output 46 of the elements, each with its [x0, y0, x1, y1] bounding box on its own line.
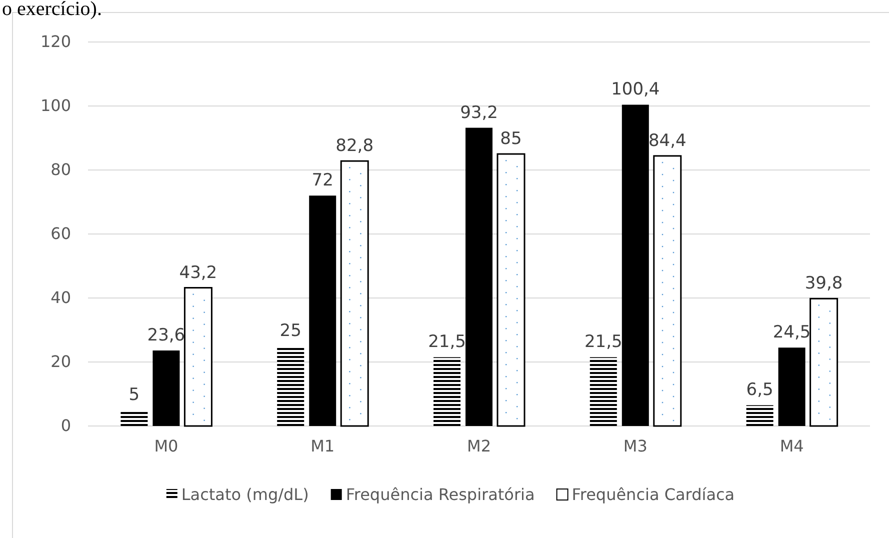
y-tick-label: 40: [50, 288, 71, 308]
bar: [810, 298, 838, 427]
data-label: 21,5: [428, 332, 466, 352]
data-label: 21,5: [584, 332, 622, 352]
bar: [120, 410, 148, 426]
data-label: 100,4: [611, 80, 660, 100]
data-label: 24,5: [772, 322, 811, 343]
data-label: 6,5: [746, 380, 774, 400]
data-label: 5: [128, 385, 140, 405]
data-label: 25: [280, 321, 302, 341]
legend-label: Frequência Cardíaca: [572, 485, 735, 504]
bar: [590, 357, 617, 426]
data-label: 93,2: [460, 102, 498, 123]
bar: [309, 196, 336, 426]
bar: [622, 104, 649, 426]
x-tick-label: M1: [310, 436, 335, 456]
x-tick-label: M0: [154, 436, 178, 456]
bar: [653, 155, 682, 427]
y-tick-label: 80: [50, 160, 71, 180]
bar: [340, 160, 369, 427]
x-tick-label: M3: [623, 436, 648, 456]
data-label: 39,8: [804, 274, 843, 294]
y-tick-label: 120: [40, 32, 71, 52]
bar: [778, 348, 806, 426]
bar: [277, 346, 304, 426]
bar: [184, 287, 212, 427]
y-tick-label: 100: [40, 96, 71, 116]
data-label: 85: [500, 129, 522, 149]
bar: [434, 357, 460, 426]
bar: [466, 128, 492, 426]
legend-label: Lactato (mg/dL): [181, 485, 309, 504]
data-label: 23,6: [147, 325, 186, 346]
data-label: 82,8: [336, 136, 374, 156]
bar: [152, 350, 180, 426]
y-tick-label: 60: [50, 224, 71, 244]
data-label: 84,4: [648, 130, 686, 151]
text: o exercício).: [2, 0, 102, 20]
bar: [746, 405, 774, 426]
y-tick-label: 20: [50, 352, 71, 372]
data-label: 72: [312, 170, 334, 191]
y-tick-label: 0: [60, 416, 71, 436]
data-label: 43,2: [179, 262, 218, 283]
x-tick-label: M4: [780, 436, 804, 456]
legend-label: Frequência Respiratória: [346, 485, 535, 504]
bar: [496, 153, 526, 427]
x-tick-label: M2: [467, 436, 491, 456]
